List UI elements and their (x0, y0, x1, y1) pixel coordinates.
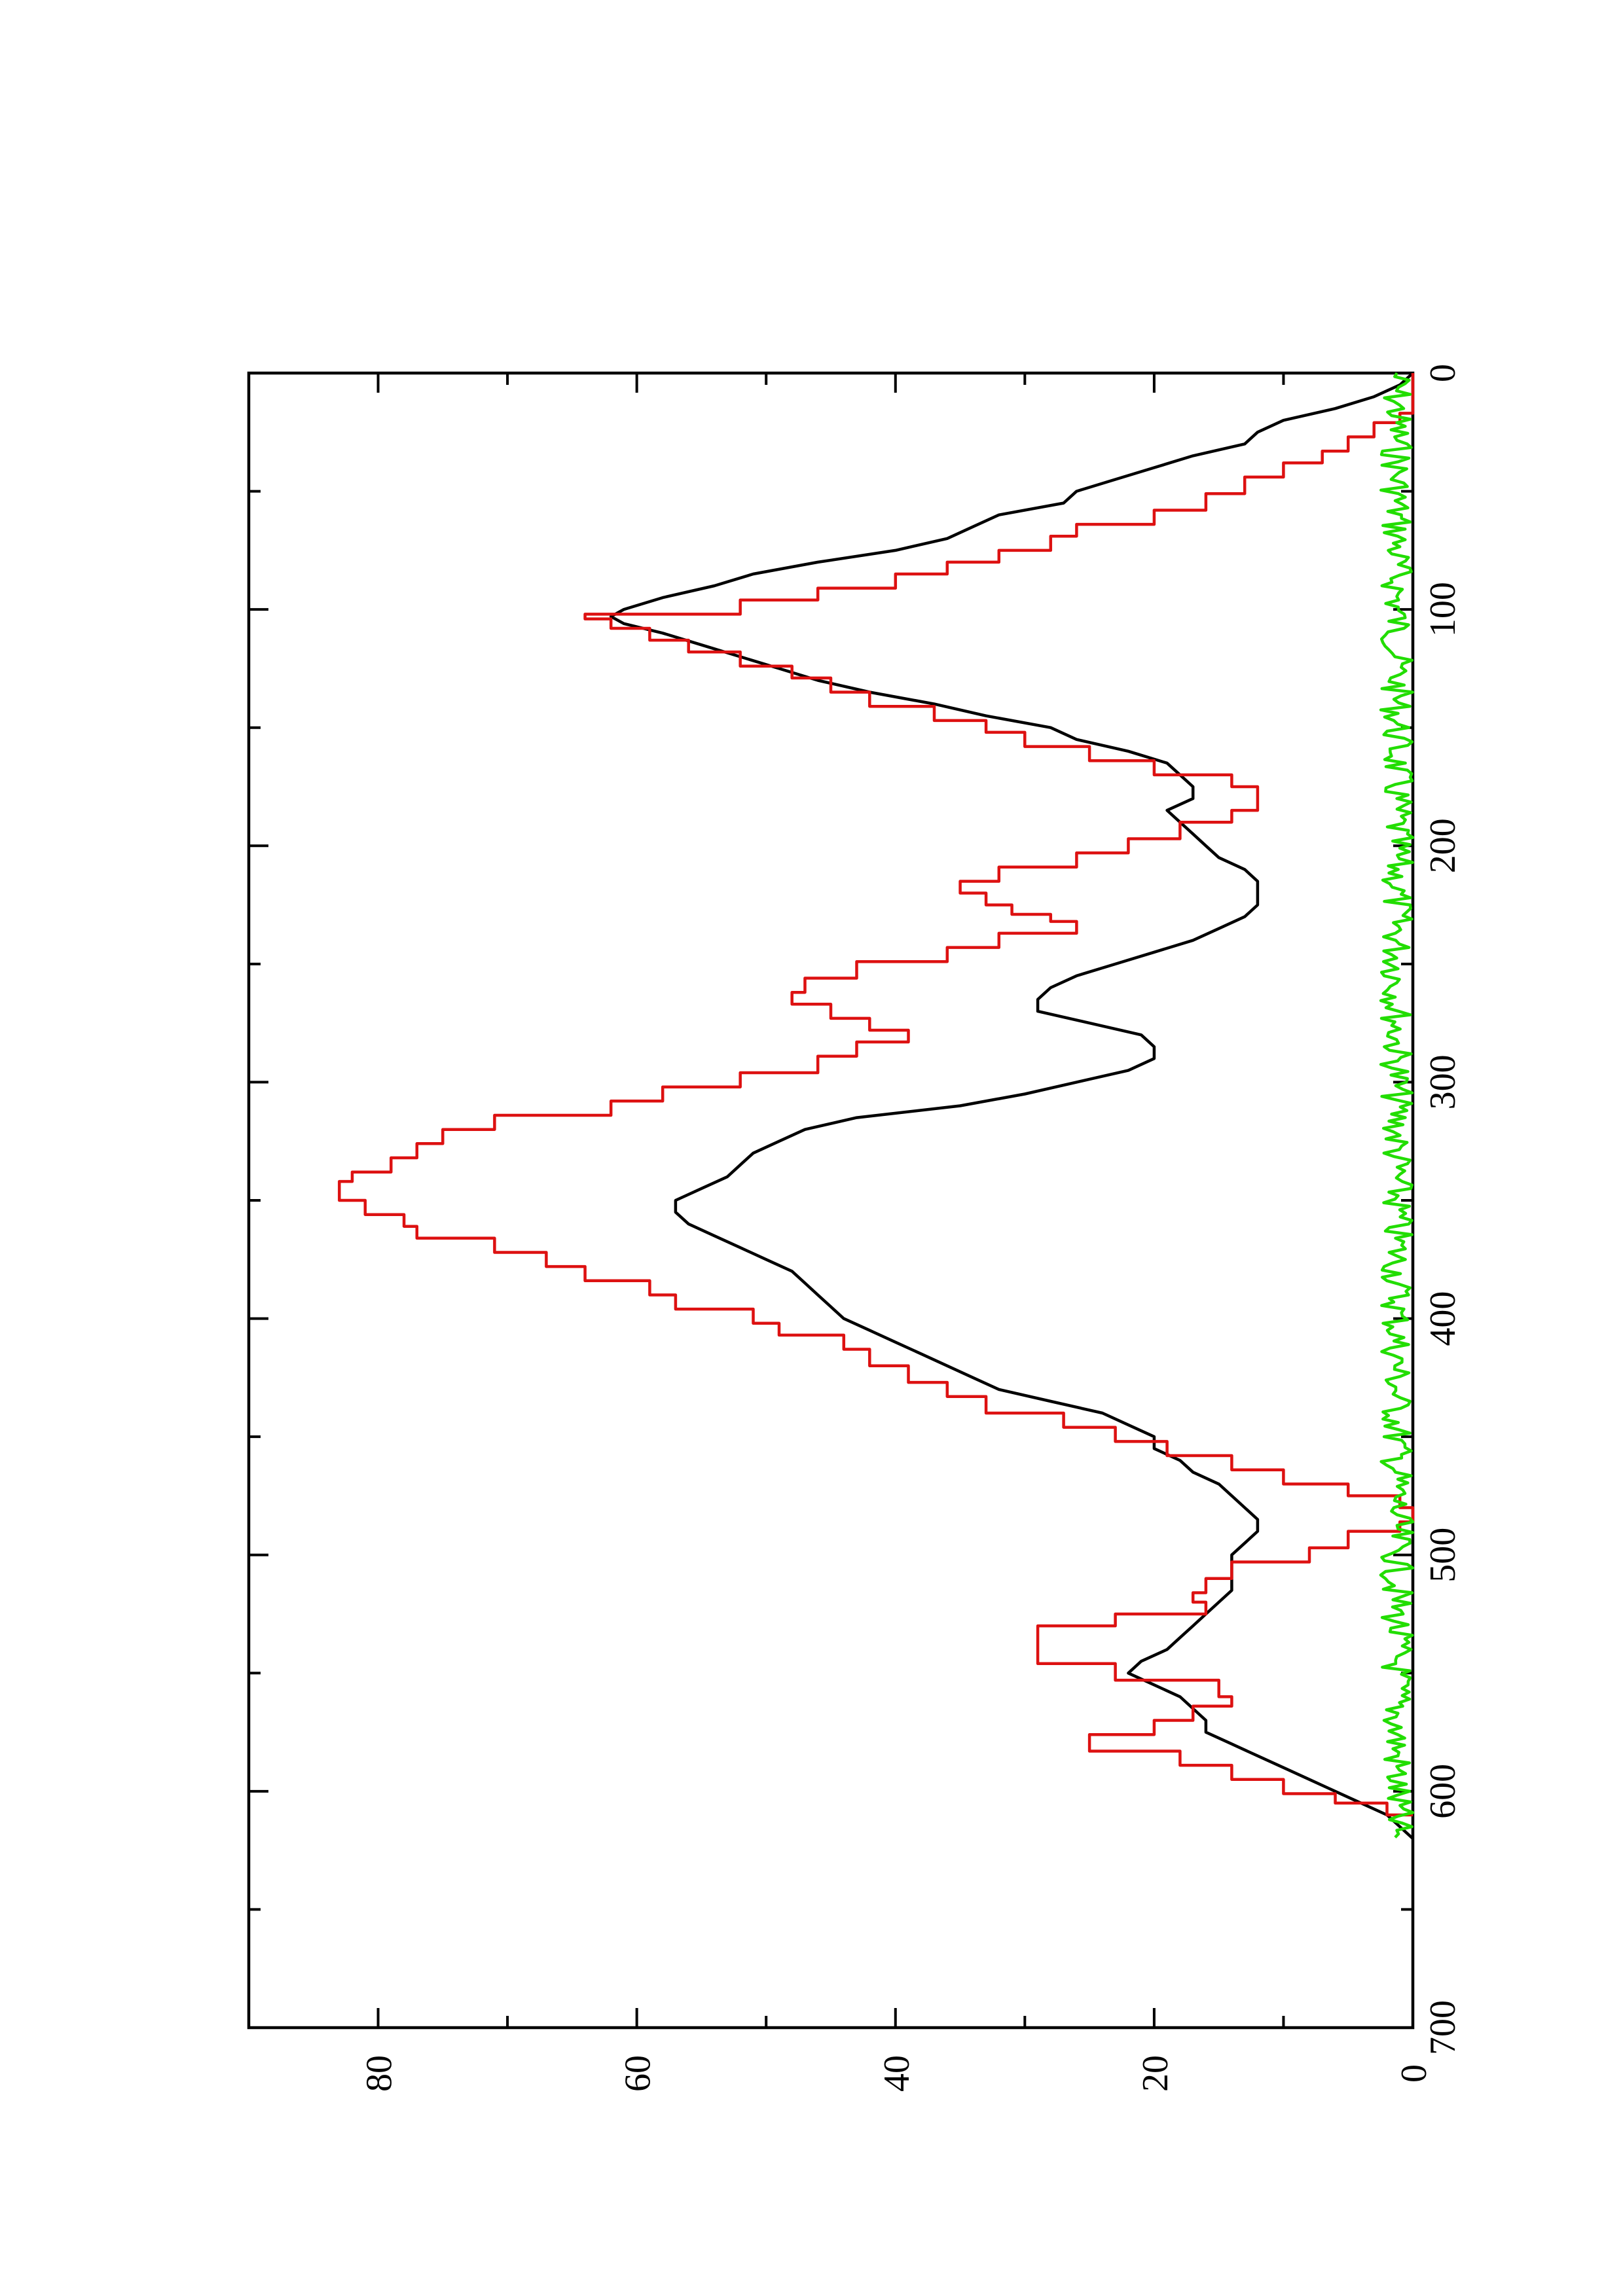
y-tick-label: 60 (618, 2055, 659, 2092)
x-tick-label: 600 (1423, 1764, 1463, 1819)
series-line-2 (338, 373, 1415, 1817)
x-tick-label: 300 (1423, 1054, 1463, 1109)
y-tick-label: 40 (877, 2055, 917, 2092)
x-tick-label: 200 (1423, 818, 1463, 873)
y-tick-label: 0 (1394, 2064, 1434, 2083)
y-tick-label: 80 (359, 2055, 400, 2092)
y-tick-label: 20 (1135, 2055, 1176, 2092)
x-tick-label: 500 (1423, 1528, 1463, 1583)
x-tick-label: 700 (1423, 2000, 1463, 2055)
series-line-3 (1379, 372, 1415, 1839)
x-tick-label: 400 (1423, 1291, 1463, 1346)
plot-area: 0 100 200 300 400 500 600 700 0 20 40 60 80 (247, 364, 1463, 2092)
series-line-1 (609, 372, 1414, 1840)
x-tick-label: 0 (1423, 364, 1463, 382)
x-tick-label: 100 (1423, 582, 1463, 637)
